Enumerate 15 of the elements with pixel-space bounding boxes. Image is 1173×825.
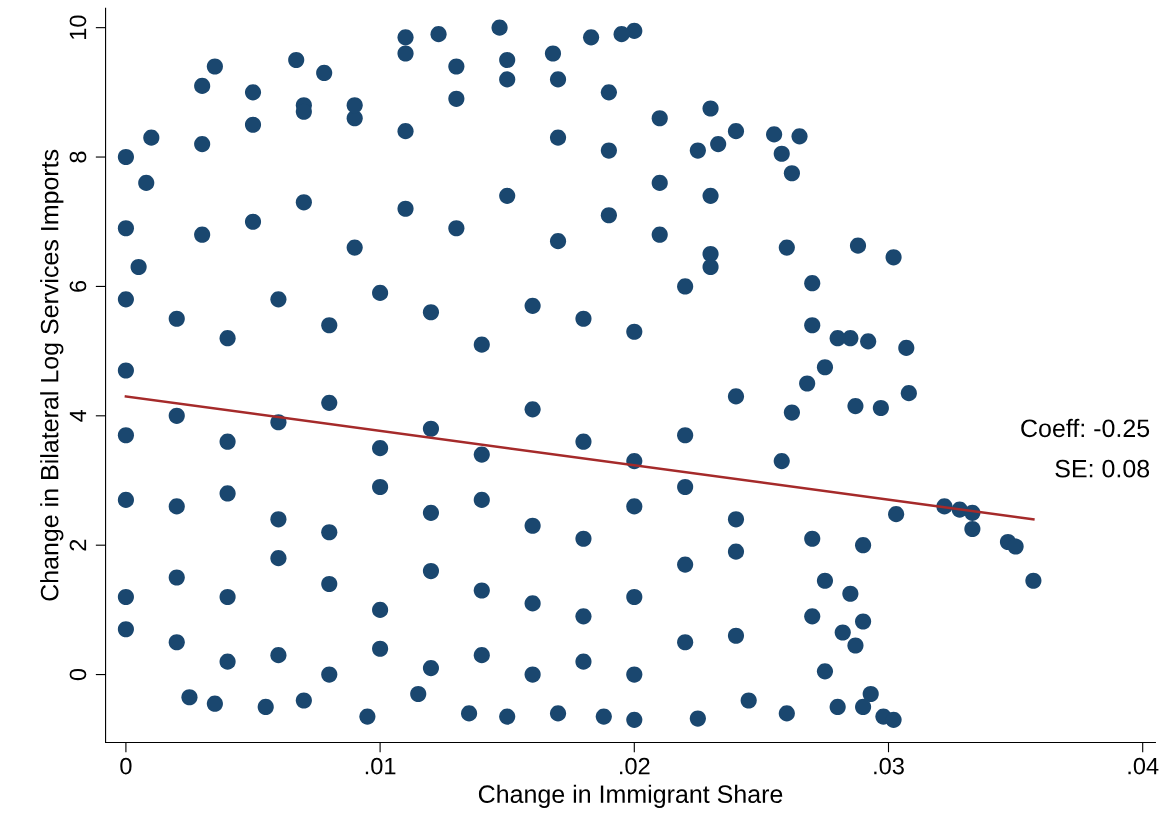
- y-tick-label: 0: [69, 668, 87, 681]
- x-tick-label: .01: [365, 757, 396, 775]
- x-axis-title: Change in Immigrant Share: [478, 784, 783, 808]
- annotation: Coeff: -0.25: [1021, 418, 1150, 438]
- y-tick-label: 2: [69, 539, 87, 551]
- annotation: SE: 0.08: [1055, 459, 1150, 478]
- x-tick-label: .04: [1128, 757, 1159, 775]
- y-axis-title: Change in Bilateral Log Services Imports: [40, 149, 64, 601]
- x-tick-label: 0: [120, 757, 132, 775]
- y-tick-label: 10: [69, 15, 87, 39]
- y-tick-label: 4: [69, 409, 87, 422]
- x-tick-label: .03: [874, 757, 904, 775]
- y-tick-label: 8: [69, 151, 87, 163]
- y-tick-label: 6: [69, 280, 87, 292]
- x-tick-label: .02: [620, 757, 650, 775]
